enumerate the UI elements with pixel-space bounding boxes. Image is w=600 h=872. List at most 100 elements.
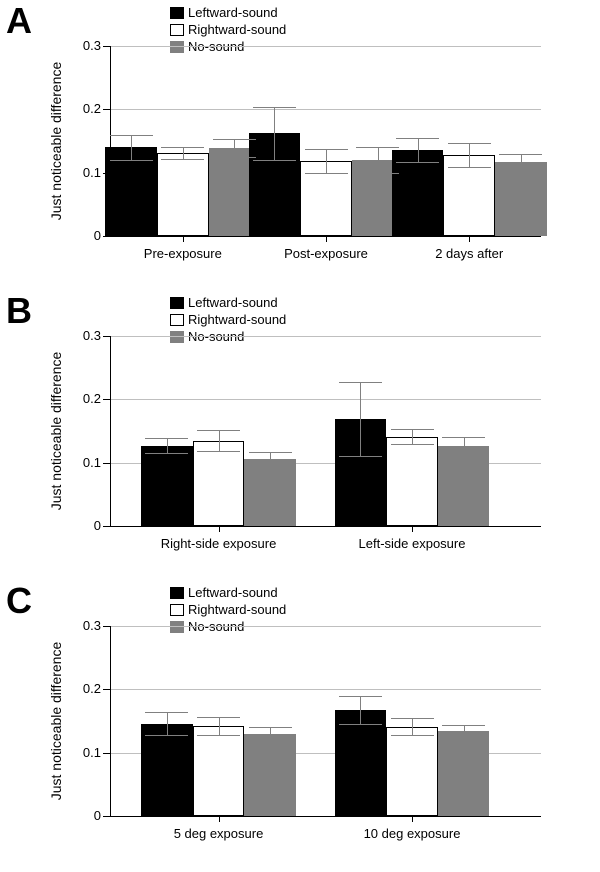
panel-label-a: A [6,0,32,42]
legend-item-leftward: Leftward-sound [170,294,286,311]
y-tick [103,46,111,47]
chart-a: 00.10.20.3Pre-exposurePost-exposure2 day… [110,46,541,237]
error-bar [396,138,439,162]
error-bar [442,437,485,455]
y-tick [103,526,111,527]
y-axis-label-a: Just noticeable difference [50,0,70,46]
error-bar [442,725,485,736]
legend-swatch-rightward [170,314,184,326]
error-bar [448,143,491,167]
error-bar [213,139,256,157]
bar-rightward [386,727,438,816]
legend-swatch-leftward [170,587,184,599]
gridline [111,46,541,47]
error-bar [110,135,153,160]
y-axis-label-c: Just noticeable difference [50,436,70,626]
y-tick-label: 0.3 [69,38,101,53]
legend-text-rightward: Rightward-sound [188,22,286,37]
gridline [111,109,541,110]
legend-item-rightward: Rightward-sound [170,601,286,618]
y-tick-label: 0 [69,518,101,533]
error-bar [161,147,204,160]
bar-rightward [193,441,245,527]
y-tick [103,753,111,754]
legend-swatch-leftward [170,297,184,309]
x-tick-label: Pre-exposure [144,246,222,261]
legend-item-leftward: Leftward-sound [170,4,286,21]
legend-swatch-leftward [170,7,184,19]
bar-nosound [244,459,296,526]
error-bar [197,430,240,452]
x-tick [469,236,470,242]
gridline [111,689,541,690]
legend-item-leftward: Leftward-sound [170,584,286,601]
bar-nosound [438,446,490,526]
x-tick [219,816,220,822]
y-tick-label: 0.3 [69,328,101,343]
x-tick [183,236,184,242]
y-tick [103,463,111,464]
panel-b: B Leftward-sound Rightward-sound No-soun… [0,290,600,580]
x-tick [412,526,413,532]
panel-c: C Leftward-sound Rightward-sound No-soun… [0,580,600,870]
bar-nosound [438,731,490,816]
y-tick [103,336,111,337]
legend-swatch-rightward [170,604,184,616]
y-tick-label: 0.1 [69,455,101,470]
y-tick [103,626,111,627]
panel-label-b: B [6,290,32,332]
legend-item-rightward: Rightward-sound [170,311,286,328]
y-tick-label: 0.2 [69,391,101,406]
x-tick-label: Right-side exposure [161,536,277,551]
legend-item-rightward: Rightward-sound [170,21,286,38]
legend-text-rightward: Rightward-sound [188,312,286,327]
error-bar [249,727,292,741]
x-tick [219,526,220,532]
error-bar [305,149,348,173]
y-tick [103,816,111,817]
y-axis-label-b: Just noticeable difference [50,146,70,336]
x-tick-label: Left-side exposure [359,536,466,551]
bar-leftward [141,724,193,816]
panel-label-c: C [6,580,32,622]
y-tick [103,236,111,237]
error-bar [356,147,399,174]
error-bar [145,438,188,453]
chart-c: 00.10.20.35 deg exposure10 deg exposure [110,626,541,817]
x-tick [326,236,327,242]
bar-rightward [157,153,209,236]
panel-a: A Leftward-sound Rightward-sound No-soun… [0,0,600,290]
error-bar [499,154,542,170]
y-tick-label: 0.2 [69,101,101,116]
y-tick-label: 0.1 [69,165,101,180]
bar-rightward [193,726,245,816]
chart-b: 00.10.20.3Right-side exposureLeft-side e… [110,336,541,527]
y-tick [103,399,111,400]
bar-nosound [495,162,547,236]
gridline [111,336,541,337]
y-tick-label: 0.2 [69,681,101,696]
legend-text-rightward: Rightward-sound [188,602,286,617]
y-tick [103,109,111,110]
gridline [111,399,541,400]
bar-leftward [141,446,193,526]
x-tick-label: 10 deg exposure [364,826,461,841]
y-tick-label: 0 [69,808,101,823]
y-tick-label: 0.1 [69,745,101,760]
error-bar [391,429,434,444]
error-bar [391,718,434,734]
bar-leftward [335,710,387,816]
y-tick-label: 0.3 [69,618,101,633]
x-tick-label: 5 deg exposure [174,826,264,841]
bar-nosound [244,734,296,816]
x-tick [412,816,413,822]
y-tick-label: 0 [69,228,101,243]
error-bar [145,712,188,735]
gridline [111,626,541,627]
error-bar [249,452,292,466]
legend-swatch-rightward [170,24,184,36]
x-tick-label: 2 days after [435,246,503,261]
bar-rightward [386,437,438,526]
error-bar [339,382,382,455]
legend-text-leftward: Leftward-sound [188,5,278,20]
